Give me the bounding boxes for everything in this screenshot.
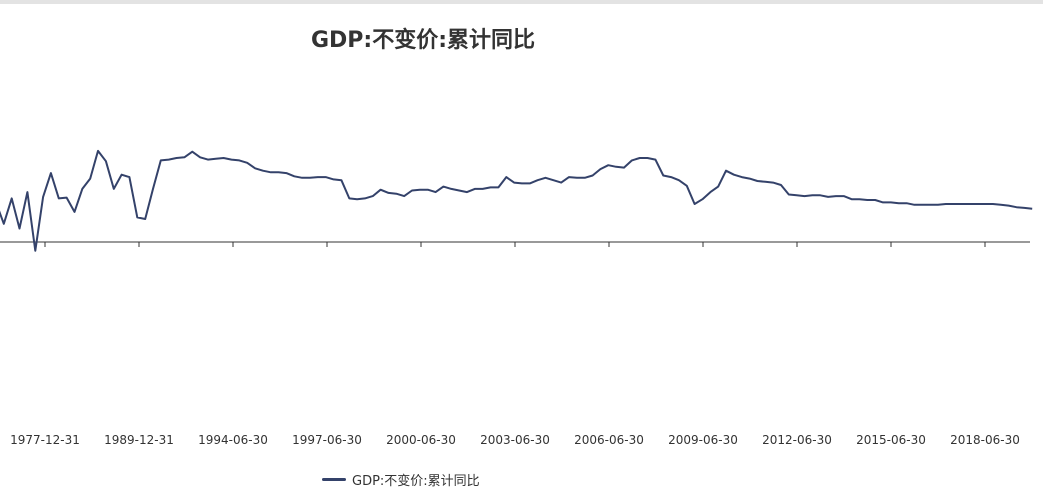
x-tick-label: 2012-06-30 [762, 433, 832, 447]
legend-swatch [322, 477, 346, 481]
x-tick-label: 1994-06-30 [198, 433, 268, 447]
top-border [0, 0, 1043, 4]
x-axis [0, 241, 1030, 247]
x-tick-label: 1997-06-30 [292, 433, 362, 447]
x-tick-label: 1989-12-31 [104, 433, 174, 447]
series-layer [0, 149, 1033, 252]
chart-title: GDP:不变价:累计同比 [310, 28, 536, 53]
x-tick-label: 2000-06-30 [386, 433, 456, 447]
x-tick-label: 2003-06-30 [480, 433, 550, 447]
x-tick-labels: 1977-12-31 1989-12-31 1994-06-30 1997-06-30… [10, 433, 1020, 447]
legend-label: GDP:不变价:累计同比 [352, 473, 480, 489]
x-tick-label: 2006-06-30 [574, 433, 644, 447]
x-tick-label: 2015-06-30 [856, 433, 926, 447]
x-tick-label: 2009-06-30 [668, 433, 738, 447]
series-line [0, 149, 1033, 252]
x-tick-label: 2018-06-30 [950, 433, 1020, 447]
legend[interactable]: GDP:不变价:累计同比 [322, 469, 480, 489]
x-tick-label: 1977-12-31 [10, 433, 80, 447]
